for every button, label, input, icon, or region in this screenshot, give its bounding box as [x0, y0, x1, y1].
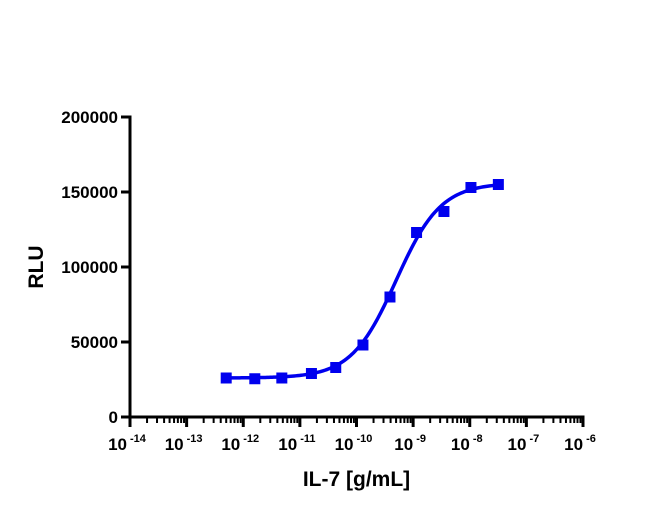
y-tick-label: 0 — [109, 408, 118, 427]
x-axis-label: IL-7 [g/mL] — [303, 468, 410, 491]
y-axis: 0 50000 100000 150000 200000 — [61, 108, 132, 427]
x-tick-label: 10 -13 — [165, 433, 203, 454]
y-tick-label: 100000 — [61, 258, 118, 277]
data-point — [438, 206, 450, 217]
x-tick-label: 10 -8 — [451, 433, 483, 454]
x-tick-label: 10 -10 — [335, 433, 373, 454]
data-point — [492, 179, 504, 190]
data-point — [411, 227, 423, 238]
data-point — [465, 182, 477, 193]
x-tick-label: 10 -14 — [108, 433, 147, 454]
data-point — [305, 368, 317, 379]
y-axis-label: RLU — [25, 245, 48, 288]
x-tick-label: 10 -7 — [508, 433, 540, 454]
data-point — [276, 372, 288, 384]
y-tick-label: 50000 — [71, 333, 118, 352]
x-tick-label: 10 -6 — [564, 433, 596, 454]
y-ticks: 0 50000 100000 150000 200000 — [61, 108, 130, 427]
y-tick-label: 150000 — [61, 183, 118, 202]
data-point — [330, 362, 342, 373]
x-axis: 10 -14 10 -13 10 -12 10 -11 10 -10 10 -9 10 -8 10 -7 10-… — [108, 415, 596, 454]
x-tick-label: 10 -12 — [221, 433, 259, 454]
data-point — [357, 339, 369, 351]
data-point — [220, 372, 232, 384]
x-tick-label: 10 -11 — [278, 433, 315, 454]
x-ticks: 10 -14 10 -13 10 -12 10 -11 10 -10 10 -9 10 -8 10 -7 10-… — [108, 417, 596, 454]
y-tick-label: 200000 — [61, 108, 118, 127]
data-points — [220, 179, 504, 385]
data-point — [249, 373, 261, 385]
x-tick-label: 10 -9 — [394, 433, 426, 454]
data-point — [384, 291, 396, 303]
